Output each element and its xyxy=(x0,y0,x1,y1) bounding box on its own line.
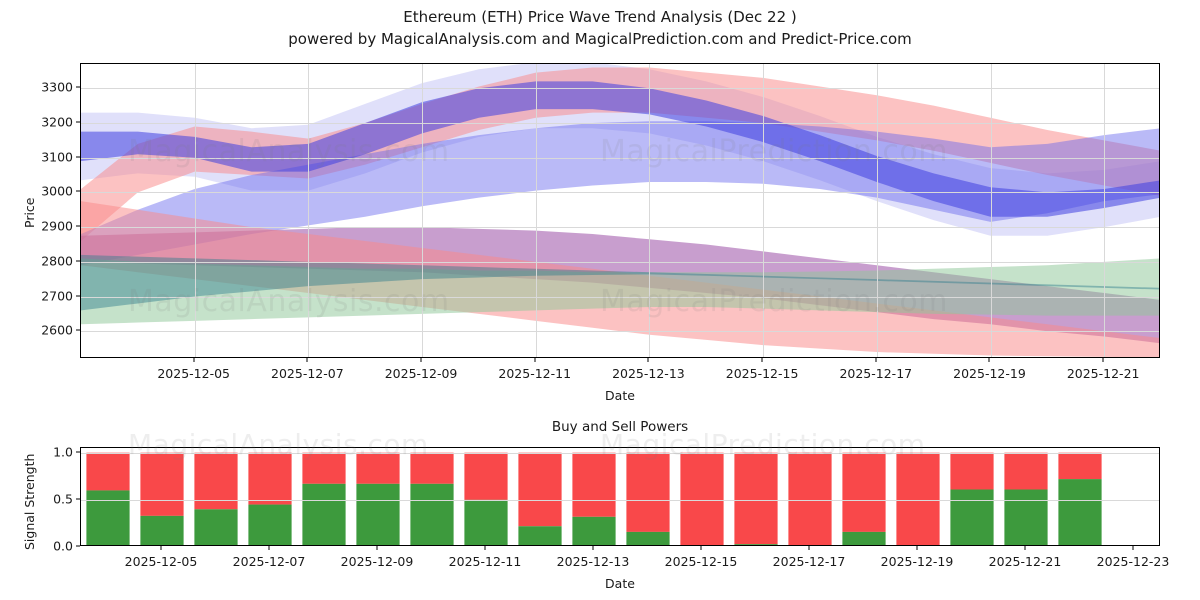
signal-xtick-label: 2025-12-09 xyxy=(340,554,414,569)
signal-ytick-label: 1.0 xyxy=(53,444,73,460)
signal-xtick-mark xyxy=(808,546,810,550)
signal-ytick-mark xyxy=(76,498,80,500)
signal-xtick-label: 2025-12-21 xyxy=(988,554,1062,569)
signal-xtick-mark xyxy=(376,546,378,550)
signal-xtick-label: 2025-12-05 xyxy=(124,554,198,569)
signal-xtick-label: 2025-12-15 xyxy=(664,554,738,569)
page-subtitle: powered by MagicalAnalysis.com and Magic… xyxy=(288,30,912,48)
gridline-horizontal xyxy=(81,157,1159,159)
price-wave-xaxis-label: Date xyxy=(605,388,635,403)
price-wave-svg xyxy=(81,64,1159,357)
gridline-horizontal xyxy=(81,499,1159,501)
signal-xtick-mark xyxy=(700,546,702,550)
price-ytick-mark xyxy=(76,156,80,158)
price-ytick-mark xyxy=(76,260,80,262)
signal-xtick-mark xyxy=(1132,546,1134,550)
page-title: Ethereum (ETH) Price Wave Trend Analysis… xyxy=(403,8,797,26)
gridline-horizontal xyxy=(81,452,1159,454)
gridline-vertical xyxy=(763,64,765,357)
price-ytick-label: 3000 xyxy=(41,183,73,199)
gridline-vertical xyxy=(422,64,424,357)
price-xtick-mark xyxy=(647,358,649,362)
gridline-horizontal xyxy=(81,296,1159,298)
price-xtick-label: 2025-12-13 xyxy=(612,366,685,381)
price-ytick-mark xyxy=(76,121,80,123)
buy-sell-bars-svg xyxy=(86,452,1102,545)
price-ytick-mark xyxy=(76,190,80,192)
price-xtick-mark xyxy=(534,358,536,362)
gridline-vertical xyxy=(535,64,537,357)
price-xtick-label: 2025-12-05 xyxy=(157,366,230,381)
price-xtick-label: 2025-12-17 xyxy=(839,366,913,381)
signal-xtick-label: 2025-12-17 xyxy=(772,554,846,569)
price-ytick-label: 3300 xyxy=(41,79,73,95)
buy-sell-yaxis-label: Signal Strength xyxy=(22,453,37,550)
signal-xtick-mark xyxy=(484,546,486,550)
price-ytick-label: 2900 xyxy=(41,218,73,234)
price-ytick-label: 3100 xyxy=(41,149,73,165)
buy-sell-xaxis-label: Date xyxy=(605,576,635,591)
price-xtick-mark xyxy=(306,358,308,362)
price-ytick-mark xyxy=(76,295,80,297)
price-xtick-label: 2025-12-15 xyxy=(725,366,799,381)
signal-xtick-label: 2025-12-11 xyxy=(448,554,522,569)
title-block: Ethereum (ETH) Price Wave Trend Analysis… xyxy=(0,6,1200,50)
buy-sell-powers-title: Buy and Sell Powers xyxy=(551,419,689,435)
gridline-vertical xyxy=(308,64,310,357)
signal-xtick-mark xyxy=(916,546,918,550)
price-ytick-label: 2700 xyxy=(41,288,73,304)
price-ytick-label: 2600 xyxy=(41,322,73,338)
price-xtick-label: 2025-12-21 xyxy=(1066,366,1140,381)
signal-xtick-label: 2025-12-07 xyxy=(232,554,306,569)
gridline-vertical xyxy=(876,64,878,357)
signal-xtick-mark xyxy=(1024,546,1026,550)
signal-xtick-label: 2025-12-13 xyxy=(556,554,630,569)
price-xtick-label: 2025-12-09 xyxy=(384,366,458,381)
gridline-horizontal xyxy=(81,331,1159,333)
price-ytick-mark xyxy=(76,329,80,331)
signal-xtick-label: 2025-12-19 xyxy=(880,554,954,569)
buy-sell-powers-plot-area xyxy=(80,447,1160,546)
signal-ytick-label: 0.5 xyxy=(53,491,73,507)
signal-xtick-label: 2025-12-23 xyxy=(1096,554,1170,569)
signal-xtick-mark xyxy=(592,546,594,550)
gridline-horizontal xyxy=(81,261,1159,263)
price-ytick-mark xyxy=(76,86,80,88)
price-xtick-mark xyxy=(761,358,763,362)
gridline-horizontal xyxy=(81,123,1159,124)
gridline-vertical xyxy=(990,64,992,357)
price-xtick-label: 2025-12-11 xyxy=(498,366,572,381)
price-xtick-label: 2025-12-19 xyxy=(953,366,1026,381)
gridline-vertical xyxy=(1104,64,1106,357)
price-xtick-label: 2025-12-07 xyxy=(271,366,344,381)
price-xtick-mark xyxy=(1102,358,1104,362)
price-wave-yaxis-label: Price xyxy=(22,197,37,229)
price-xtick-mark xyxy=(875,358,877,362)
price-xtick-mark xyxy=(988,358,990,362)
price-ytick-label: 2800 xyxy=(41,253,73,269)
signal-xtick-mark xyxy=(160,546,162,550)
signal-ytick-label: 0.0 xyxy=(53,538,73,554)
price-xtick-mark xyxy=(193,358,195,362)
signal-ytick-mark xyxy=(76,451,80,453)
gridline-horizontal xyxy=(81,192,1159,194)
gridline-horizontal xyxy=(81,227,1159,229)
signal-xtick-mark xyxy=(268,546,270,550)
price-ytick-mark xyxy=(76,225,80,227)
price-xtick-mark xyxy=(420,358,422,362)
signal-ytick-mark xyxy=(76,545,80,547)
gridline-vertical xyxy=(649,64,651,357)
gridline-horizontal xyxy=(81,88,1159,90)
gridline-vertical xyxy=(194,64,196,357)
price-wave-chart-plot-area xyxy=(80,63,1160,358)
price-ytick-label: 3200 xyxy=(41,114,73,130)
